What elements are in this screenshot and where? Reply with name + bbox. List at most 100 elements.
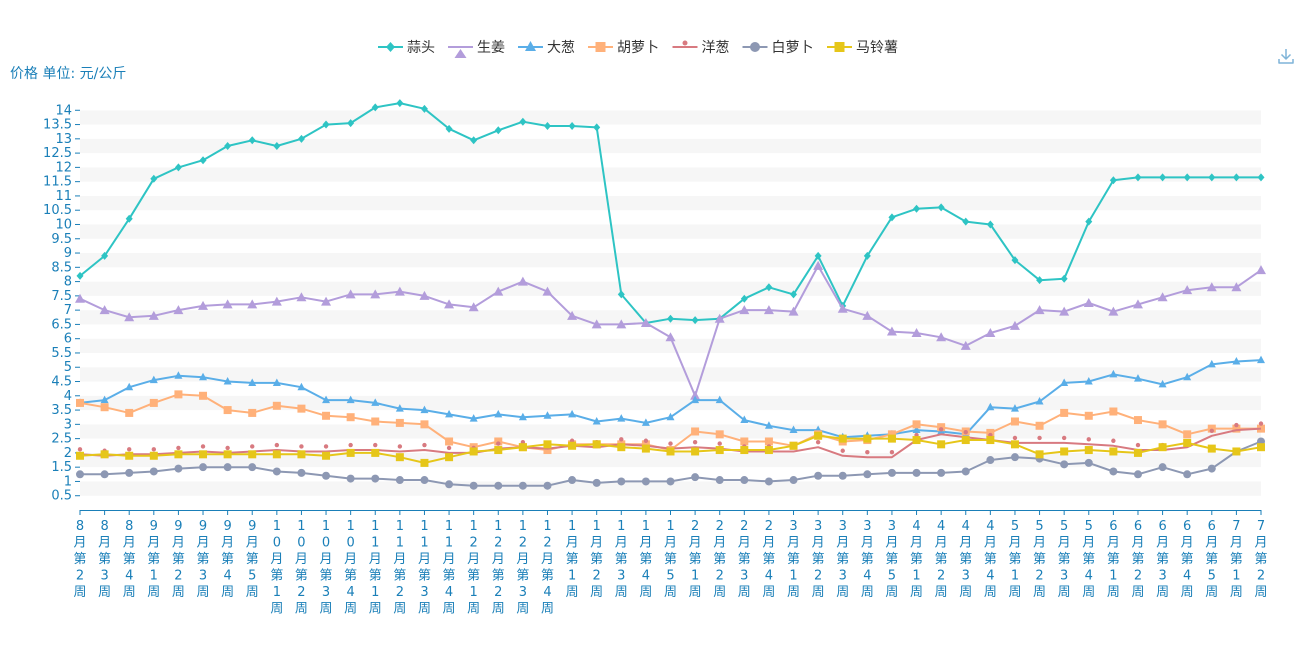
data-point[interactable] [865, 449, 870, 455]
data-point[interactable] [887, 434, 896, 443]
data-point[interactable] [643, 438, 649, 443]
data-point[interactable] [740, 437, 749, 446]
data-point[interactable] [691, 473, 700, 482]
data-point[interactable] [371, 474, 380, 483]
data-point[interactable] [248, 136, 256, 145]
data-point[interactable] [272, 467, 281, 476]
data-point[interactable] [149, 451, 158, 460]
data-point[interactable] [1086, 437, 1091, 442]
data-point[interactable] [887, 468, 896, 477]
data-point[interactable] [346, 474, 355, 483]
data-point[interactable] [666, 412, 675, 421]
data-point[interactable] [1010, 417, 1019, 426]
data-point[interactable] [568, 121, 576, 130]
data-point[interactable] [149, 467, 158, 476]
data-point[interactable] [1158, 379, 1167, 388]
data-point[interactable] [297, 404, 306, 413]
data-point[interactable] [641, 440, 650, 449]
data-point[interactable] [347, 119, 355, 128]
data-point[interactable] [717, 441, 722, 446]
data-point[interactable] [76, 451, 84, 460]
data-point[interactable] [250, 444, 255, 449]
data-point[interactable] [396, 99, 404, 108]
data-point[interactable] [1108, 306, 1119, 316]
data-point[interactable] [937, 468, 946, 477]
data-point[interactable] [150, 174, 158, 183]
data-point[interactable] [125, 451, 134, 460]
data-point[interactable] [986, 402, 995, 411]
data-point[interactable] [1207, 464, 1216, 473]
data-point[interactable] [740, 476, 749, 485]
data-point[interactable] [125, 382, 134, 391]
data-point[interactable] [296, 292, 307, 302]
data-point[interactable] [691, 316, 699, 325]
data-point[interactable] [248, 463, 257, 472]
data-point[interactable] [494, 481, 503, 490]
data-point[interactable] [838, 434, 847, 443]
data-point[interactable] [568, 476, 577, 485]
data-point[interactable] [1109, 467, 1118, 476]
data-point[interactable] [225, 445, 230, 451]
data-point[interactable] [591, 319, 602, 329]
legend-item[interactable]: 胡萝卜 [588, 40, 659, 56]
data-point[interactable] [765, 283, 773, 292]
data-point[interactable] [99, 305, 110, 315]
data-point[interactable] [1232, 424, 1241, 433]
data-point[interactable] [223, 377, 232, 385]
data-point[interactable] [445, 409, 454, 418]
data-point[interactable] [100, 395, 109, 404]
data-point[interactable] [77, 447, 83, 452]
data-point[interactable] [788, 306, 799, 316]
data-point[interactable] [962, 217, 970, 226]
data-point[interactable] [370, 289, 381, 299]
data-point[interactable] [420, 104, 428, 113]
data-point[interactable] [1111, 438, 1116, 443]
data-point[interactable] [397, 444, 403, 449]
data-point[interactable] [1158, 420, 1167, 429]
data-point[interactable] [937, 440, 946, 449]
data-point[interactable] [1060, 378, 1069, 386]
data-point[interactable] [814, 251, 822, 260]
data-point[interactable] [936, 332, 947, 342]
data-point[interactable] [76, 271, 84, 280]
data-point[interactable] [763, 305, 774, 315]
data-point[interactable] [1011, 256, 1019, 265]
data-point[interactable] [199, 463, 208, 472]
data-point[interactable] [174, 464, 183, 473]
data-point[interactable] [1231, 282, 1242, 292]
data-point[interactable] [961, 467, 970, 476]
download-icon[interactable] [1278, 49, 1294, 64]
data-point[interactable] [248, 408, 257, 417]
data-point[interactable] [764, 437, 773, 446]
data-point[interactable] [617, 443, 626, 452]
data-point[interactable] [322, 395, 331, 404]
data-point[interactable] [1159, 173, 1167, 182]
data-point[interactable] [445, 437, 454, 446]
data-point[interactable] [592, 478, 601, 487]
data-point[interactable] [371, 417, 380, 426]
data-point[interactable] [493, 286, 504, 296]
data-point[interactable] [420, 420, 429, 429]
data-point[interactable] [1183, 173, 1191, 182]
data-point[interactable] [1133, 374, 1142, 382]
legend-item[interactable]: 大葱 [518, 40, 575, 56]
data-point[interactable] [149, 398, 158, 407]
data-point[interactable] [568, 441, 577, 450]
data-point[interactable] [690, 390, 701, 400]
data-point[interactable] [395, 453, 404, 462]
data-point[interactable] [863, 251, 871, 260]
data-point[interactable] [665, 332, 676, 342]
data-point[interactable] [863, 434, 872, 443]
data-point[interactable] [1035, 421, 1044, 430]
data-point[interactable] [715, 395, 724, 404]
data-point[interactable] [420, 405, 429, 414]
data-point[interactable] [1009, 320, 1020, 330]
data-point[interactable] [1037, 435, 1042, 441]
data-point[interactable] [1034, 305, 1045, 315]
legend-item[interactable]: 生姜 [448, 40, 505, 58]
data-point[interactable] [420, 458, 429, 467]
data-point[interactable] [1183, 372, 1192, 381]
data-point[interactable] [1257, 443, 1265, 452]
data-point[interactable] [1085, 217, 1093, 226]
data-point[interactable] [1134, 173, 1142, 182]
